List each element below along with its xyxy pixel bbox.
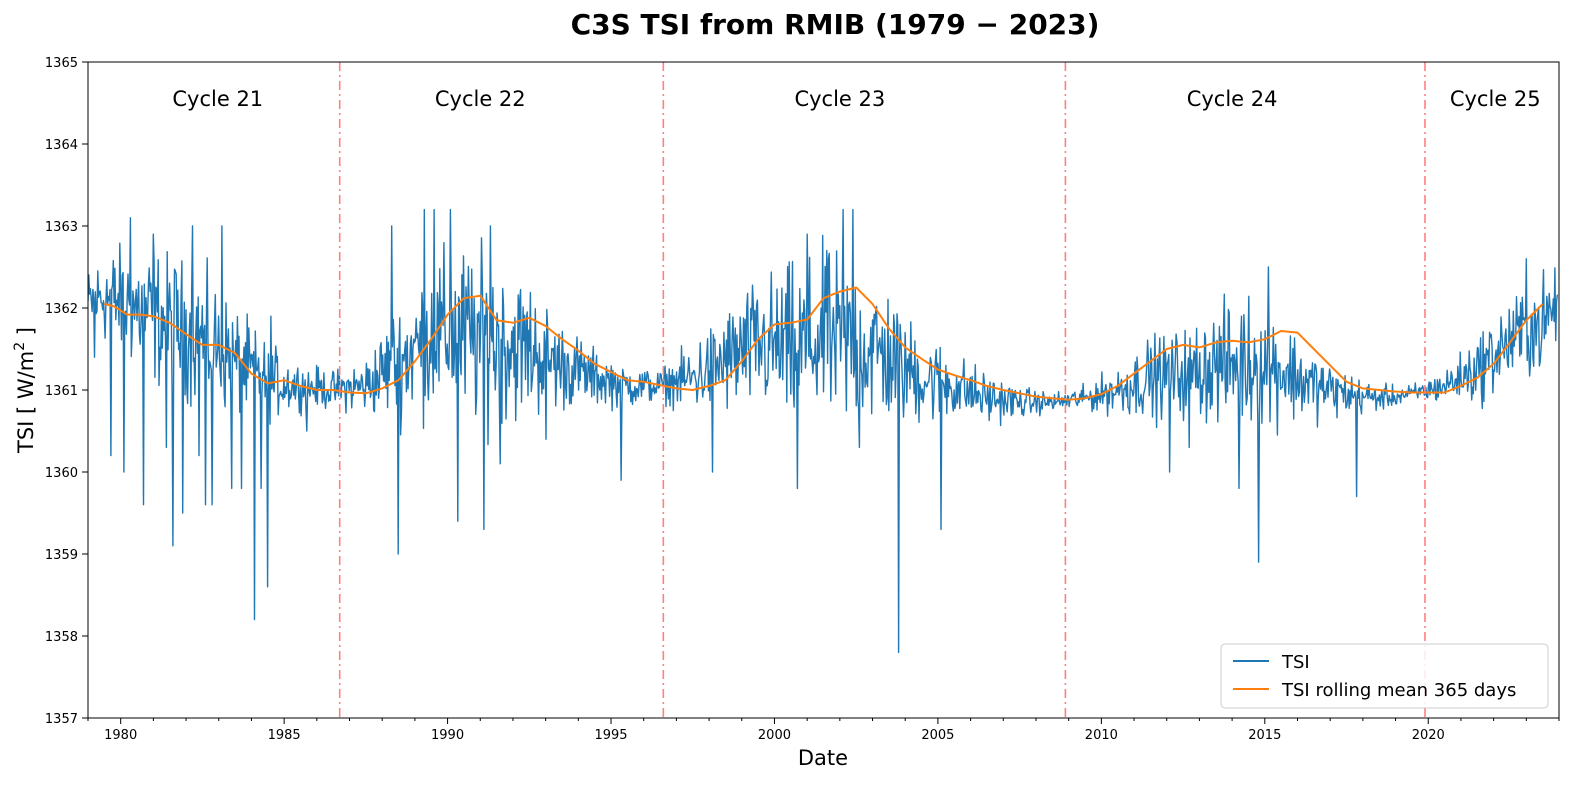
legend-box: [1220, 643, 1549, 709]
legend-rolling-mean-label: TSI rolling mean 365 days: [1281, 680, 1516, 701]
cycle-label: Cycle 25: [1450, 87, 1541, 111]
x-tick-label: 1985: [268, 728, 301, 743]
cycle-label: Cycle 24: [1187, 87, 1278, 111]
y-tick-label: 1357: [45, 712, 78, 727]
y-tick-label: 1362: [45, 302, 78, 317]
x-tick-label: 2000: [758, 728, 791, 743]
cycle-labels: Cycle 21 Cycle 22 Cycle 23 Cycle 24 Cycle 25: [172, 87, 1540, 111]
y-tick-label: 1361: [45, 384, 78, 399]
x-axis-ticks: 1980 1985 1990 1995 2000 2005 2010 2015 2020: [87, 718, 1560, 743]
rolling-mean-series: [104, 286, 1544, 401]
chart-title: C3S TSI from RMIB (1979 − 2023): [571, 8, 1100, 41]
y-axis-label: TSI [ W/m2 ]: [12, 327, 38, 454]
x-axis-label: Date: [798, 746, 848, 770]
cycle-label: Cycle 23: [794, 87, 885, 111]
y-tick-label: 1364: [45, 138, 78, 153]
y-axis-label-main: TSI [ W/m: [14, 351, 38, 454]
cycle-label: Cycle 22: [435, 87, 526, 111]
y-tick-label: 1363: [45, 220, 78, 235]
y-axis-label-end: ]: [14, 327, 38, 342]
cycle-boundaries: [338, 62, 1426, 718]
plot-area: Cycle 21 Cycle 22 Cycle 23 Cycle 24 Cycle 25: [87, 61, 1560, 719]
x-tick-label: 1980: [104, 728, 137, 743]
cycle-label: Cycle 21: [172, 87, 263, 111]
x-tick-label: 2005: [921, 728, 954, 743]
y-tick-label: 1360: [45, 466, 78, 481]
x-tick-label: 2020: [1412, 728, 1445, 743]
legend: TSI TSI rolling mean 365 days: [1220, 643, 1549, 709]
x-tick-label: 2015: [1248, 728, 1281, 743]
y-tick-label: 1365: [45, 56, 78, 71]
x-tick-label: 1995: [594, 728, 627, 743]
tsi-line: [88, 208, 1559, 654]
x-tick-label: 2010: [1085, 728, 1118, 743]
rolling-mean-line: [104, 286, 1544, 401]
y-tick-label: 1359: [45, 548, 78, 563]
tsi-series: [88, 208, 1559, 654]
legend-tsi-label: TSI: [1281, 652, 1310, 673]
x-tick-label: 1990: [431, 728, 464, 743]
y-axis-ticks: 1357 1358 1359 1360 1361 1362 1363 1364 1365: [45, 56, 88, 727]
y-tick-label: 1358: [45, 630, 78, 645]
y-axis-label-superscript: 2: [12, 342, 28, 351]
